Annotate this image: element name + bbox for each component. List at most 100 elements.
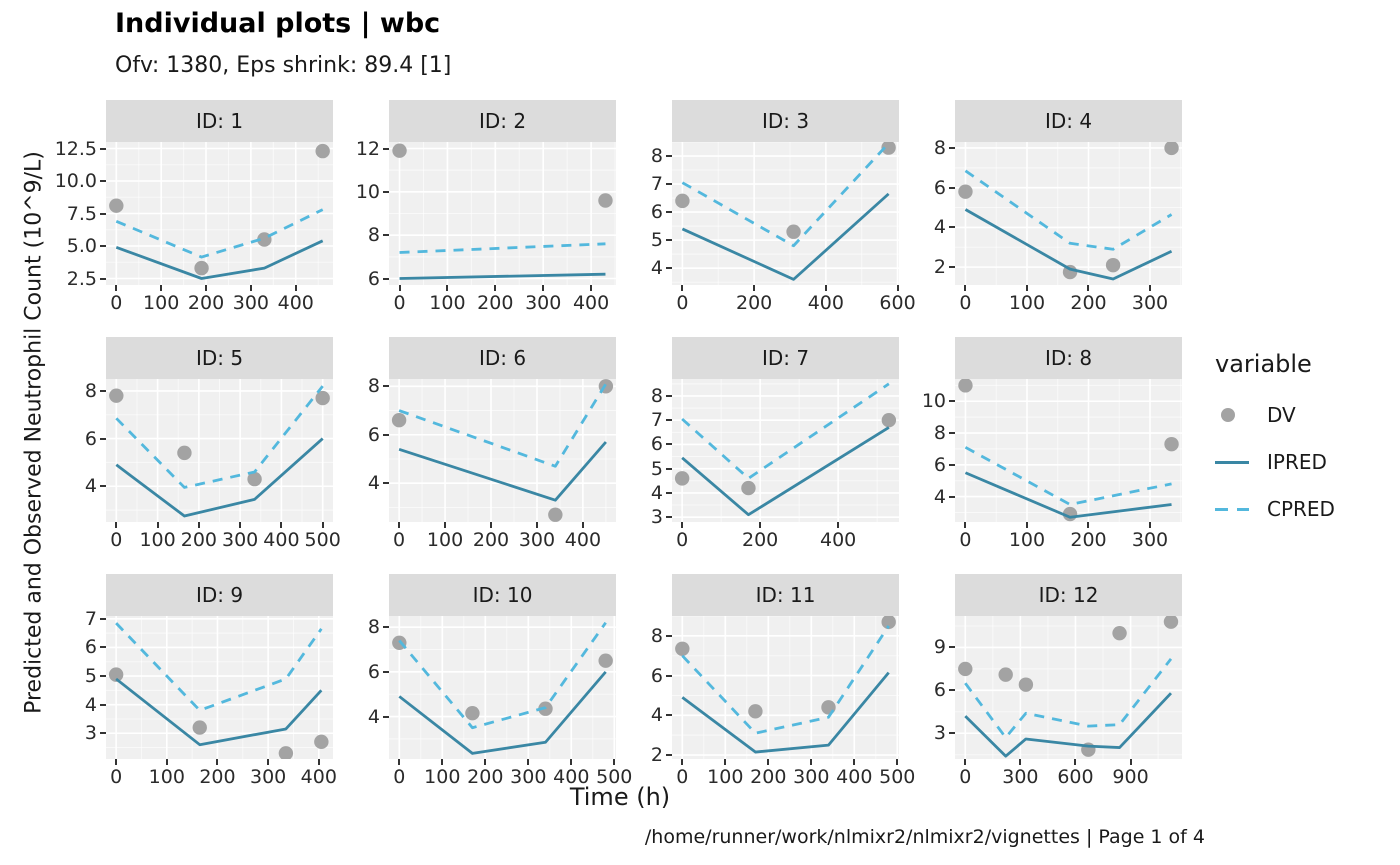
y-tick-mark xyxy=(666,443,672,446)
facet-strip-label: ID: 4 xyxy=(955,100,1182,142)
x-tick-label: 100 xyxy=(707,766,744,788)
x-tick-mark xyxy=(398,522,401,528)
dv-point xyxy=(748,704,763,719)
x-axis-ticks-11: 0 100 200 300 400 500 xyxy=(672,759,915,789)
ipred-line xyxy=(964,471,1172,519)
y-tick-label: 5 xyxy=(84,665,97,688)
x-tick-mark xyxy=(441,759,444,765)
x-tick-label: 300 xyxy=(250,766,287,788)
y-tick-mark xyxy=(100,646,106,649)
x-tick-label: 500 xyxy=(596,766,633,788)
dv-point xyxy=(958,184,973,199)
y-tick-label: 5.0 xyxy=(66,235,97,257)
y-tick-mark xyxy=(383,277,389,280)
x-tick-mark xyxy=(613,759,616,765)
y-tick-label: 8 xyxy=(933,422,946,445)
x-tick-label: 400 xyxy=(277,292,314,314)
facet-strip-label: ID: 8 xyxy=(955,337,1182,379)
y-tick-label: 8 xyxy=(650,145,663,168)
dv-point xyxy=(1164,436,1179,452)
y-tick-label: 8 xyxy=(367,224,380,247)
y-tick-label: 10.0 xyxy=(54,170,97,192)
y-tick-label: 12.5 xyxy=(54,137,97,160)
facet-panel-4: 2 4 6 8 ID: 4 0 100 200 300 xyxy=(907,100,1182,315)
dv-point xyxy=(786,224,801,239)
x-tick-mark xyxy=(398,285,401,291)
cpred-line xyxy=(398,383,608,468)
x-tick-label: 300 xyxy=(1131,292,1169,314)
legend-item-dv: DV xyxy=(1215,400,1335,430)
plot-area-1 xyxy=(106,142,333,285)
facet-panel-9: 3 4 5 6 7 ID: 9 0 100 200 300 400 xyxy=(58,574,337,789)
ipred-line xyxy=(115,239,324,280)
x-tick-label: 200 xyxy=(472,529,510,551)
y-tick-label: 6 xyxy=(650,664,663,687)
cpred-line xyxy=(681,382,890,480)
y-axis-ticks-2: 6 8 10 12 xyxy=(341,139,389,289)
ipred-line xyxy=(398,441,607,502)
facet-panel-2: 6 8 10 12 ID: 2 0 100 200 300 400 xyxy=(341,100,616,315)
y-tick-mark xyxy=(383,190,389,193)
facet-strip-label: ID: 10 xyxy=(389,574,616,616)
y-tick-label: 6 xyxy=(84,427,97,450)
x-tick-mark xyxy=(484,759,487,765)
x-tick-mark xyxy=(896,285,899,291)
x-tick-mark xyxy=(239,522,242,528)
legend-item-cpred: CPRED xyxy=(1215,494,1335,524)
y-tick-mark xyxy=(949,400,955,403)
ipred-line xyxy=(681,671,890,754)
x-tick-mark xyxy=(535,522,538,528)
facet-panel-3: 4 5 6 7 8 ID: 3 0 200 400 600 xyxy=(624,100,916,315)
cpred-line xyxy=(964,446,1172,506)
x-tick-label: 0 xyxy=(676,766,689,788)
dv-point xyxy=(194,260,209,276)
y-tick-mark xyxy=(100,675,106,678)
y-tick-mark xyxy=(666,516,672,519)
dv-point xyxy=(598,653,613,668)
y-tick-mark xyxy=(100,617,106,620)
x-tick-mark xyxy=(1087,522,1090,528)
x-tick-label: 400 xyxy=(572,292,610,314)
dv-point xyxy=(741,480,756,496)
y-tick-label: 6 xyxy=(650,433,663,456)
x-tick-label: 200 xyxy=(467,766,504,788)
x-tick-mark xyxy=(490,522,492,528)
x-tick-mark xyxy=(810,759,813,765)
x-tick-label: 0 xyxy=(393,529,406,551)
x-tick-mark xyxy=(1025,522,1028,528)
x-axis-ticks-9: 0 100 200 300 400 xyxy=(106,759,337,789)
y-tick-label: 4 xyxy=(650,704,663,727)
x-tick-mark xyxy=(1087,285,1090,291)
dv-point xyxy=(177,445,192,461)
x-tick-mark xyxy=(1025,285,1028,291)
x-axis-ticks-12: 0 300 600 900 xyxy=(955,759,1182,789)
x-tick-label: 200 xyxy=(1070,529,1107,551)
dv-point xyxy=(998,667,1013,682)
x-tick-label: 400 xyxy=(807,292,844,314)
dv-point xyxy=(881,616,896,630)
y-tick-mark xyxy=(666,211,672,214)
x-tick-label: 0 xyxy=(676,292,689,314)
y-tick-label: 6 xyxy=(367,660,380,683)
y-tick-mark xyxy=(666,419,672,422)
facet-grid: 2.5 5.0 7.5 10.0 12.5 ID: 1 0 100 200 300 400 6 8 10 1… xyxy=(54,100,1182,789)
x-tick-label: 100 xyxy=(424,766,461,788)
caption-text: /home/runner/work/nlmixr2/nlmixr2/vignet… xyxy=(644,826,1205,848)
x-tick-mark xyxy=(249,285,252,291)
y-tick-label: 4 xyxy=(84,475,97,498)
x-tick-mark xyxy=(1149,522,1151,528)
x-tick-mark xyxy=(216,759,219,765)
y-tick-mark xyxy=(100,732,106,735)
x-tick-label: 100 xyxy=(148,766,185,788)
legend-label-cpred: CPRED xyxy=(1267,497,1335,521)
x-tick-mark xyxy=(542,285,545,291)
x-tick-mark xyxy=(681,522,684,528)
y-tick-mark xyxy=(666,714,672,717)
y-tick-mark xyxy=(666,634,672,637)
dv-point xyxy=(548,507,563,522)
dv-point xyxy=(1164,142,1179,156)
x-tick-label: 200 xyxy=(187,292,225,314)
plot-area-12 xyxy=(955,616,1182,759)
y-tick-label: 8 xyxy=(367,616,380,639)
